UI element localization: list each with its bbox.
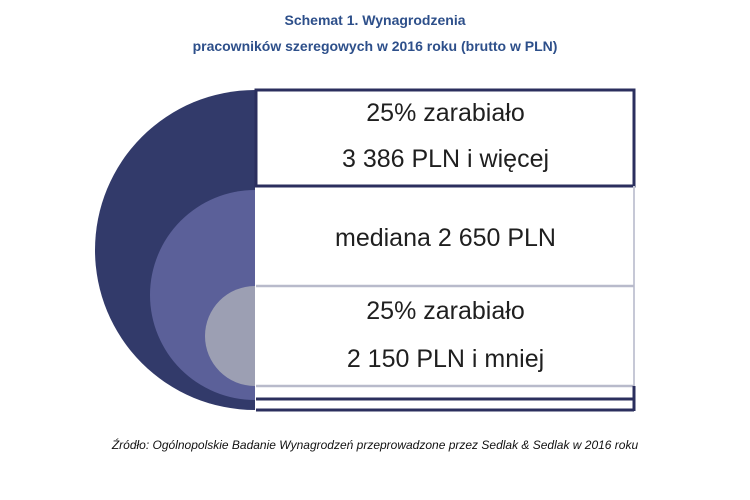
top-band-line-2: 3 386 PLN i więcej — [341, 145, 550, 173]
top-band-line-1: 25% zarabiało — [366, 99, 525, 127]
bottom-band-line-2: 2 150 PLN i mniej — [346, 345, 545, 373]
bottom-band-box — [256, 286, 634, 386]
source-note: Źródło: Ogólnopolskie Badanie Wynagrodze… — [111, 438, 639, 452]
median-band-label: mediana 2 650 PLN — [335, 224, 556, 252]
inner-arc — [205, 286, 255, 386]
diagram-title-line-2: pracowników szeregowych w 2016 roku (bru… — [192, 38, 558, 54]
bottom-band-line-1: 25% zarabiało — [366, 297, 525, 325]
top-band-box — [254, 88, 636, 188]
middle-band-box — [256, 188, 634, 284]
diagram-title-line-1: Schemat 1. Wynagrodzenia — [284, 12, 466, 28]
